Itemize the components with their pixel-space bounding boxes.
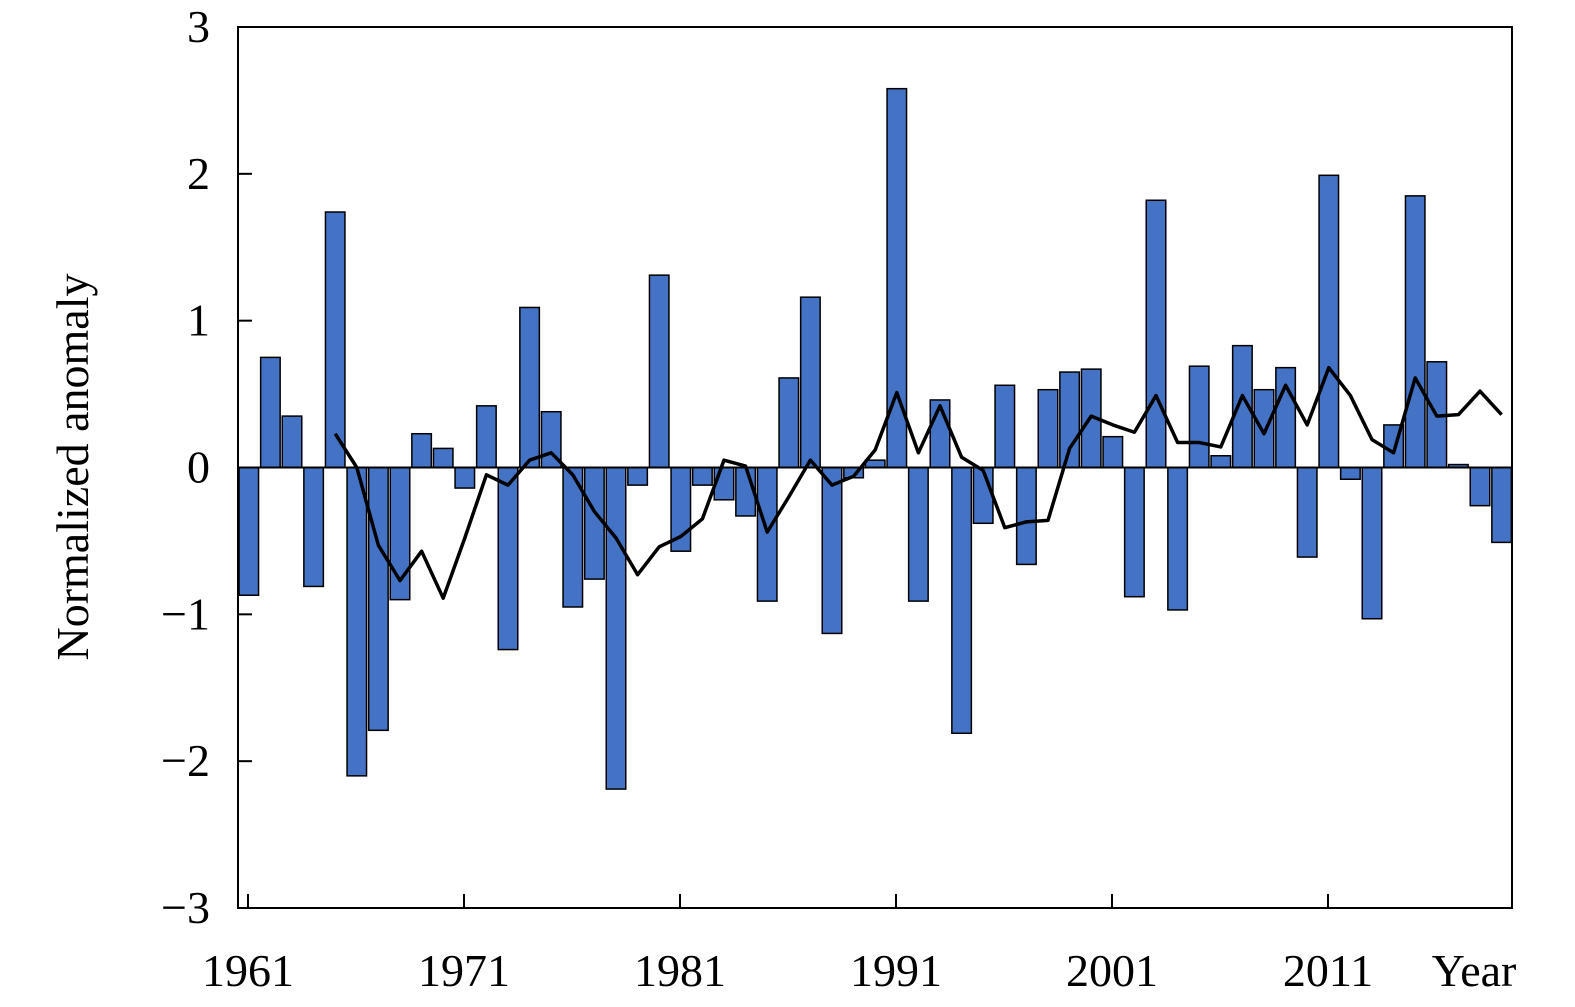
bar-1986: [778, 377, 800, 469]
y-axis-title: Normalized anomaly: [47, 273, 98, 660]
bar-2002: [1123, 466, 1145, 598]
bar-1992: [907, 466, 929, 602]
y-tick-label: 0: [187, 442, 210, 493]
bar-2009: [1275, 366, 1297, 469]
bar-2001: [1102, 435, 1124, 469]
bar-1990: [864, 459, 886, 469]
y-tick-label: 1: [187, 295, 210, 346]
bar-1987: [799, 296, 821, 469]
bar-1995: [972, 466, 994, 525]
x-tick-label: 1981: [634, 945, 726, 996]
bar-1985: [756, 466, 778, 602]
bar-1973: [497, 466, 519, 651]
bar-1977: [583, 466, 605, 580]
bar-2006: [1210, 455, 1232, 469]
bar-1974: [519, 306, 541, 469]
bar-1972: [475, 405, 497, 469]
y-tick-label: −3: [161, 882, 210, 933]
bar-2013: [1361, 466, 1383, 620]
bar-1963: [281, 415, 303, 469]
bar-2008: [1253, 388, 1275, 469]
bar-2011: [1318, 174, 1340, 469]
bar-1969: [411, 432, 433, 469]
bar-2019: [1491, 466, 1513, 544]
bar-2005: [1188, 365, 1210, 469]
bar-1970: [432, 447, 454, 469]
bar-1962: [259, 356, 281, 469]
bar-1979: [627, 466, 649, 486]
bar-2012: [1339, 466, 1361, 480]
bar-1988: [821, 466, 843, 635]
ticks-layer: 3 2 1 0 −1 −2 −3 1961 1971 1981 1991 2001 2011: [161, 1, 1373, 996]
x-tick-label: 1991: [850, 945, 942, 996]
y-tick-label: 3: [187, 1, 210, 52]
y-tick-label: −1: [161, 588, 210, 639]
bar-2018: [1469, 466, 1491, 507]
bar-1980: [648, 274, 670, 469]
y-tick-label: −2: [161, 735, 210, 786]
bar-1966: [346, 466, 368, 777]
bar-1998: [1037, 388, 1059, 469]
x-axis-title: Year: [1432, 945, 1517, 996]
bar-2010: [1296, 466, 1318, 558]
bar-1967: [367, 466, 389, 732]
x-tick-label: 1961: [202, 945, 294, 996]
bar-1961: [238, 466, 260, 596]
bar-1964: [303, 466, 325, 588]
bar-2015: [1404, 195, 1426, 469]
bar-1971: [454, 466, 476, 489]
x-tick-label: 2011: [1283, 945, 1373, 996]
bar-1996: [994, 384, 1016, 469]
x-tick-label: 2001: [1066, 945, 1158, 996]
bar-1982: [691, 466, 713, 486]
bar-1997: [1015, 466, 1037, 566]
bar-1978: [605, 466, 627, 790]
moving-average-line: [333, 365, 1503, 600]
bar-2003: [1145, 199, 1167, 469]
bar-1994: [951, 466, 973, 735]
y-tick-label: 2: [187, 148, 210, 199]
bar-2004: [1167, 466, 1189, 611]
bars-layer: [238, 87, 1513, 790]
x-tick-label: 1971: [418, 945, 510, 996]
bar-1965: [324, 211, 346, 469]
